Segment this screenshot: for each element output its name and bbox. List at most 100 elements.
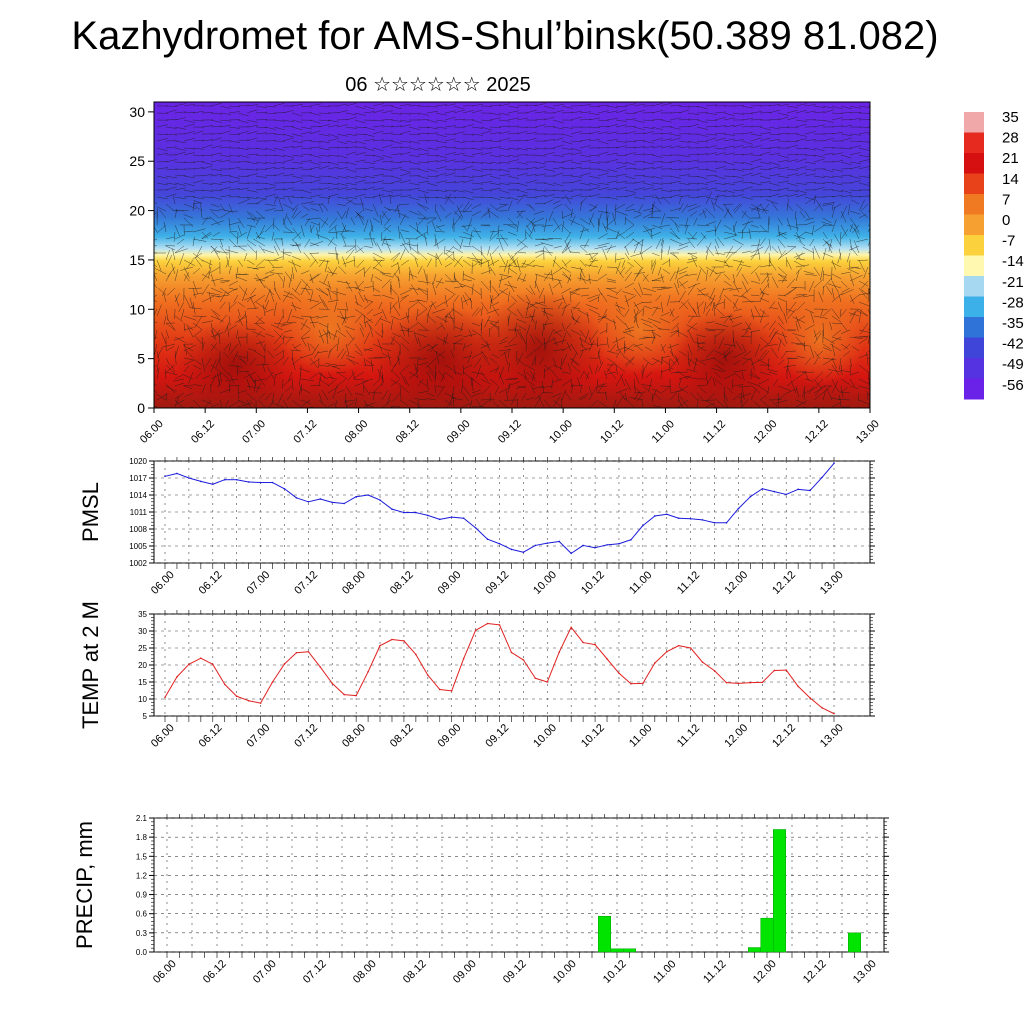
heatmap-xtick-label-4: 08.00 — [342, 418, 370, 446]
colorbar-label-4: 7 — [1002, 191, 1010, 208]
colorbar-swatch-12 — [964, 358, 984, 379]
colorbar-swatch-10 — [964, 317, 984, 338]
pmsl-point-41 — [654, 515, 656, 517]
heatmap-ytick-label-3: 15 — [129, 252, 145, 268]
temp2m-xtick-label-3: 07.12 — [292, 722, 320, 750]
pmsl-point-35 — [582, 544, 584, 547]
temp2m-segment-5 — [212, 664, 226, 685]
temp2m-point-10 — [283, 663, 286, 665]
colorbar-swatch-3 — [964, 173, 984, 195]
wind-barbs — [154, 102, 870, 408]
pmsl-xtick-label-5: 08.12 — [388, 569, 416, 597]
temp2m-segment-13 — [307, 651, 321, 668]
pmsl-point-23 — [438, 518, 441, 521]
pmsl-ytick-label-0: 1002 — [129, 559, 147, 568]
pmsl-segment-14 — [320, 498, 333, 503]
pmsl-point-52 — [785, 493, 788, 496]
pmsl-point-38 — [618, 542, 620, 545]
temp2m-point-45 — [701, 661, 704, 664]
temp2m-point-37 — [606, 658, 608, 660]
temp2m-segment-25 — [451, 658, 465, 692]
temp2m-ytick-label-0: 5 — [143, 712, 148, 721]
temp2m-segment-48 — [726, 682, 739, 684]
pmsl-point-48 — [737, 507, 740, 510]
temp2m-segment-45 — [690, 647, 703, 663]
heatmap-xtick-label-3: 07.12 — [291, 418, 319, 446]
precip-bar-1 — [610, 948, 624, 953]
temp2m-point-51 — [773, 669, 776, 672]
precip-xtick-label-4: 08.00 — [351, 958, 379, 986]
pmsl-segment-39 — [618, 539, 632, 545]
pmsl-point-24 — [450, 516, 453, 518]
pmsl-segment-48 — [726, 508, 739, 524]
temp2m-point-41 — [654, 662, 656, 664]
temp2m-point-32 — [546, 681, 549, 683]
pmsl-xtick-label-11: 11.12 — [675, 569, 702, 596]
pmsl-point-18 — [379, 499, 381, 501]
precip-xtick-label-6: 09.00 — [451, 958, 479, 986]
temp2m-xtick-label-9: 10.12 — [579, 722, 607, 750]
pmsl-point-49 — [749, 495, 752, 498]
pmsl-segment-7 — [236, 479, 249, 483]
temp2m-segment-51 — [761, 670, 775, 683]
temp2m-xtick-label-13: 12.12 — [770, 722, 798, 750]
temp2m-xtick-label-11: 11.12 — [675, 722, 702, 749]
temp2m-segment-33 — [546, 651, 560, 683]
temp2m-point-48 — [737, 682, 740, 685]
pmsl-point-31 — [534, 544, 537, 547]
pmsl-segment-19 — [379, 499, 393, 510]
temp2m-point-21 — [415, 653, 417, 656]
heatmap-xtick-label-14: 13.00 — [854, 418, 882, 446]
pmsl-point-8 — [259, 481, 262, 484]
temp2m-segment-2 — [176, 663, 190, 678]
heatmap-xtick-label-1: 06.12 — [189, 418, 217, 446]
pmsl-segment-17 — [356, 494, 369, 498]
temp2m-xtick-label-2: 07.00 — [244, 722, 272, 750]
temp2m-xtick-label-7: 09.12 — [483, 722, 511, 750]
colorbar-swatch-5 — [964, 214, 984, 236]
pmsl-segment-27 — [475, 527, 488, 540]
temp2m-point-38 — [618, 672, 620, 674]
temp2m-segment-16 — [344, 694, 357, 697]
temp2m-point-53 — [797, 685, 799, 688]
pmsl-xtick-label-10: 11.00 — [627, 569, 654, 596]
pmsl-ytick-label-5: 1017 — [129, 474, 147, 483]
temp2m-point-22 — [427, 674, 429, 676]
temp2m-segment-29 — [499, 624, 512, 653]
temp2m-segment-9 — [260, 681, 273, 704]
pmsl-segment-5 — [212, 479, 225, 485]
pmsl-ylabel: PMSL — [78, 482, 103, 542]
pmsl-point-11 — [295, 497, 298, 499]
pmsl-point-44 — [689, 518, 692, 520]
heatmap-core-6 — [775, 295, 865, 385]
precip-bar-3 — [748, 947, 761, 953]
pmsl-point-20 — [403, 511, 405, 514]
precip-xtick-label-3: 07.12 — [301, 958, 329, 986]
pmsl-segment-2 — [176, 472, 190, 479]
pmsl-point-32 — [546, 542, 549, 544]
colorbar-swatch-13 — [964, 378, 984, 400]
precip-xtick-label-5: 08.12 — [401, 958, 429, 986]
temp2m-point-40 — [642, 682, 644, 685]
precip-xtick-label-2: 07.00 — [251, 958, 279, 986]
temp2m-ytick-label-6: 35 — [138, 610, 147, 619]
precip-bar-6 — [848, 932, 861, 953]
temp2m-point-7 — [247, 699, 250, 702]
temp2m-point-47 — [725, 681, 728, 684]
precip-xtick-label-7: 09.12 — [501, 958, 529, 986]
temp2m-point-49 — [749, 681, 752, 684]
colorbar-label-3: 14 — [1002, 171, 1019, 188]
pmsl-point-10 — [283, 487, 286, 490]
pmsl-point-9 — [271, 481, 274, 484]
heatmap-core-5 — [590, 285, 690, 375]
temp2m-point-50 — [761, 681, 764, 684]
colorbar-label-0: 35 — [1002, 109, 1019, 126]
temp2m-point-19 — [391, 638, 393, 641]
pmsl-segment-16 — [343, 496, 357, 504]
pmsl-point-1 — [176, 472, 178, 475]
temp2m-point-30 — [522, 659, 525, 661]
temp2m-segment-37 — [594, 644, 608, 660]
colorbar-swatch-8 — [964, 276, 984, 297]
pmsl-point-39 — [630, 538, 632, 541]
pmsl-segment-46 — [702, 519, 715, 524]
